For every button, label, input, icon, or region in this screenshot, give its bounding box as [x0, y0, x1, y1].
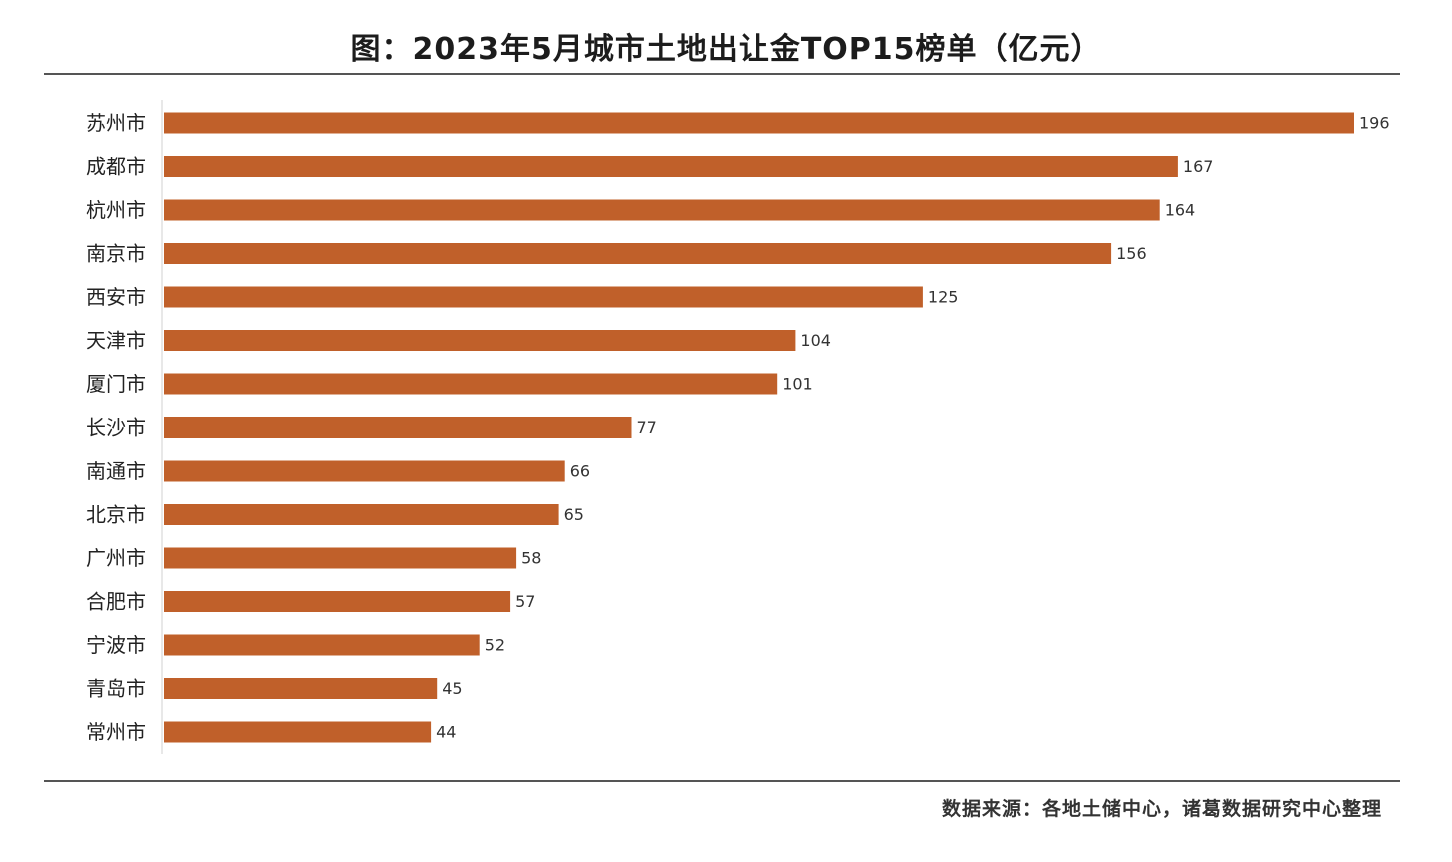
data-label: 125 [928, 288, 959, 307]
category-label: 成都市 [86, 155, 146, 179]
category-label: 常州市 [86, 720, 146, 744]
bar [164, 199, 1160, 221]
chart-marks: 苏州市 196 成都市 167 杭州市 164 南京市 156 西安市 125 天津市 104 厦门市 1… [86, 111, 1390, 744]
data-label: 52 [485, 636, 505, 655]
category-label: 宁波市 [86, 633, 146, 657]
category-label: 南通市 [86, 459, 146, 483]
bar [164, 112, 1354, 134]
data-label: 156 [1116, 244, 1147, 263]
data-label: 101 [782, 375, 813, 394]
category-label: 北京市 [86, 503, 146, 527]
category-label: 南京市 [86, 242, 146, 266]
category-label: 厦门市 [86, 372, 146, 396]
category-label: 青岛市 [86, 677, 146, 701]
bar [164, 417, 632, 438]
bar [164, 243, 1112, 264]
data-label: 66 [570, 462, 590, 481]
data-label: 58 [521, 549, 541, 568]
bar [164, 634, 480, 656]
data-label: 164 [1165, 201, 1196, 220]
chart-title: 图：2023年5月城市土地出让金TOP15榜单（亿元） [350, 32, 1102, 67]
category-label: 广州市 [86, 546, 146, 570]
bar [164, 721, 432, 743]
data-label: 104 [800, 331, 831, 350]
footer-divider [44, 780, 1400, 782]
title-divider [44, 73, 1400, 75]
data-label: 65 [564, 505, 584, 524]
source-note: 数据来源：各地土储中心，诸葛数据研究中心整理 [941, 798, 1382, 820]
bar [164, 373, 778, 395]
bar [164, 547, 517, 569]
category-label: 杭州市 [86, 198, 146, 222]
bar [164, 330, 796, 351]
category-label: 长沙市 [86, 416, 146, 440]
category-label: 天津市 [86, 329, 146, 353]
bar [164, 504, 559, 525]
data-label: 44 [436, 723, 456, 742]
bar [164, 286, 923, 308]
bar [164, 156, 1178, 177]
data-label: 45 [442, 679, 462, 698]
bar [164, 591, 511, 612]
bar [164, 460, 565, 482]
data-label: 196 [1359, 114, 1390, 133]
category-label: 西安市 [86, 285, 146, 309]
bar [164, 678, 438, 699]
data-label: 77 [637, 418, 657, 437]
data-label: 167 [1183, 157, 1214, 176]
category-label: 苏州市 [86, 111, 146, 135]
data-label: 57 [515, 592, 535, 611]
category-label: 合肥市 [86, 590, 146, 614]
